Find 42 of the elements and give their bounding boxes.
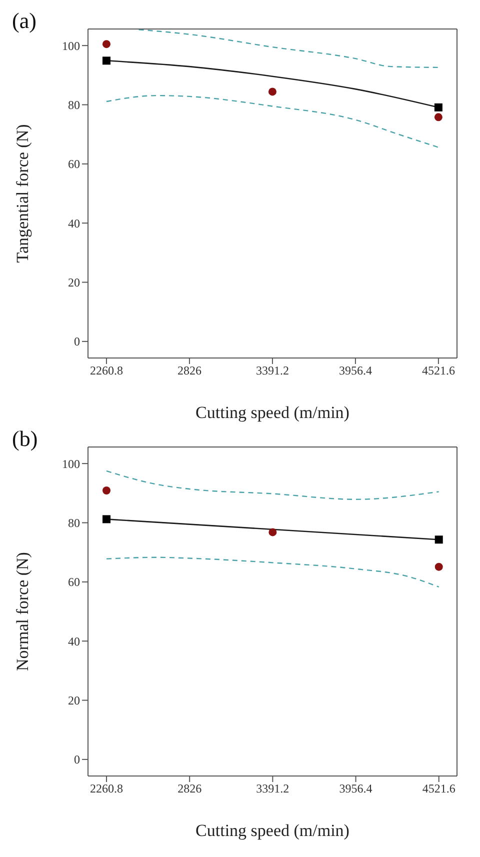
point [102, 486, 110, 494]
y-tick-label: 80 [68, 516, 80, 530]
x-tick-label: 3391.2 [256, 364, 289, 378]
line-series [106, 94, 440, 148]
point [268, 528, 277, 536]
chart-title: (a) [12, 8, 36, 34]
x-tick-label: 4521.6 [422, 782, 456, 796]
point [434, 536, 443, 544]
y-axis-title: Normal force (N) [13, 552, 32, 671]
y-tick-label: 100 [62, 456, 80, 471]
line-series [106, 470, 440, 500]
y-tick-label: 40 [68, 216, 80, 230]
point [102, 56, 110, 65]
point [434, 562, 443, 571]
x-tick-label: 2826 [177, 364, 202, 378]
y-axis-title: Tangential force (N) [13, 124, 32, 263]
point [268, 88, 276, 96]
y-tick-label: 40 [68, 634, 80, 648]
y-tick-label: 80 [68, 98, 80, 112]
y-tick-label: 60 [68, 575, 80, 590]
x-axis-title: Cutting speed (m/min) [196, 403, 350, 422]
y-tick-label: 20 [68, 276, 80, 290]
point [102, 515, 110, 524]
chart-title: (b) [12, 426, 38, 452]
line-series [106, 556, 440, 588]
y-tick-label: 0 [74, 752, 80, 767]
y-tick-label: 0 [74, 334, 80, 349]
point [102, 40, 110, 48]
x-tick-label: 3391.2 [256, 782, 290, 796]
x-tick-label: 4521.6 [422, 364, 455, 378]
point [434, 103, 442, 112]
x-tick-label: 2260.8 [90, 782, 123, 796]
x-tick-label: 2260.8 [90, 364, 123, 378]
y-tick-label: 100 [62, 38, 80, 53]
line-series [138, 29, 440, 68]
x-tick-label: 2826 [178, 782, 202, 796]
x-tick-label: 3956.4 [339, 782, 372, 796]
x-axis-title: Cutting speed (m/min) [196, 821, 350, 840]
y-tick-label: 20 [68, 694, 80, 708]
x-tick-label: 3956.4 [338, 364, 372, 378]
point [434, 113, 442, 122]
y-tick-label: 60 [68, 157, 80, 172]
